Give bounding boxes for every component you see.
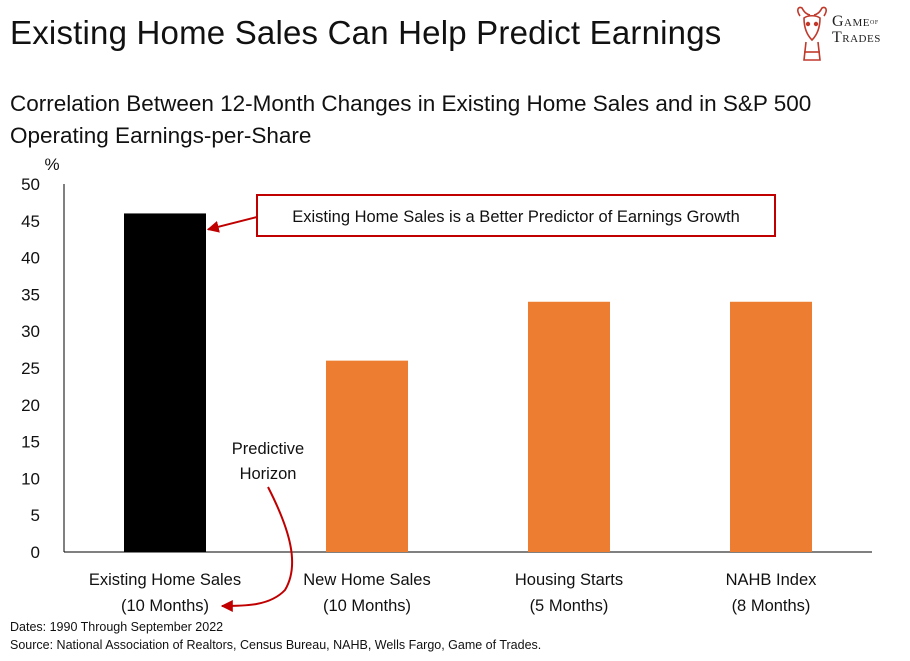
logo-wordmark: Gameof Trades [832,14,881,46]
y-tick-label: 35 [21,285,40,304]
y-tick-label: 40 [21,249,40,268]
bar [326,360,408,552]
bar [730,301,812,552]
y-tick-label: 50 [21,175,40,194]
footer-source: Source: National Association of Realtors… [10,638,542,652]
horizon-arrow [220,486,294,612]
horizon-label-line1: Predictive [232,440,304,458]
y-axis-unit-label: % [44,155,59,174]
page-title: Existing Home Sales Can Help Predict Ear… [10,14,722,51]
chart-subtitle: Correlation Between 12-Month Changes in … [10,91,812,148]
y-tick-label: 45 [21,212,40,231]
callout-text: Existing Home Sales is a Better Predicto… [292,208,740,226]
callout-box [256,194,776,237]
y-tick-label: 0 [31,543,40,562]
x-tick-sublabel: (10 Months) [121,597,209,615]
y-tick-label: 10 [21,469,40,488]
x-tick-label: Existing Home Sales [89,571,241,589]
x-tick-label: NAHB Index [726,571,818,589]
game-of-trades-logo: Gameof Trades [792,4,904,64]
x-tick-label: New Home Sales [303,571,430,589]
y-tick-label: 5 [31,506,40,525]
bar [124,213,206,552]
y-tick-label: 15 [21,433,40,452]
horizon-label-line2: Horizon [240,465,297,483]
y-tick-label: 25 [21,359,40,378]
logo-line1: Game [832,13,870,30]
x-tick-label: Housing Starts [515,571,623,589]
footer-dates: Dates: 1990 Through September 2022 [10,620,224,634]
x-tick-sublabel: (5 Months) [530,597,609,615]
callout-arrow [206,216,258,233]
y-tick-label: 30 [21,322,40,341]
x-tick-sublabel: (8 Months) [732,597,811,615]
x-tick-sublabel: (10 Months) [323,597,411,615]
logo-line2: Trades [832,29,881,46]
bull-head-icon [797,6,827,61]
logo-of: of [870,17,879,26]
y-tick-label: 20 [21,396,40,415]
bar [528,301,610,552]
